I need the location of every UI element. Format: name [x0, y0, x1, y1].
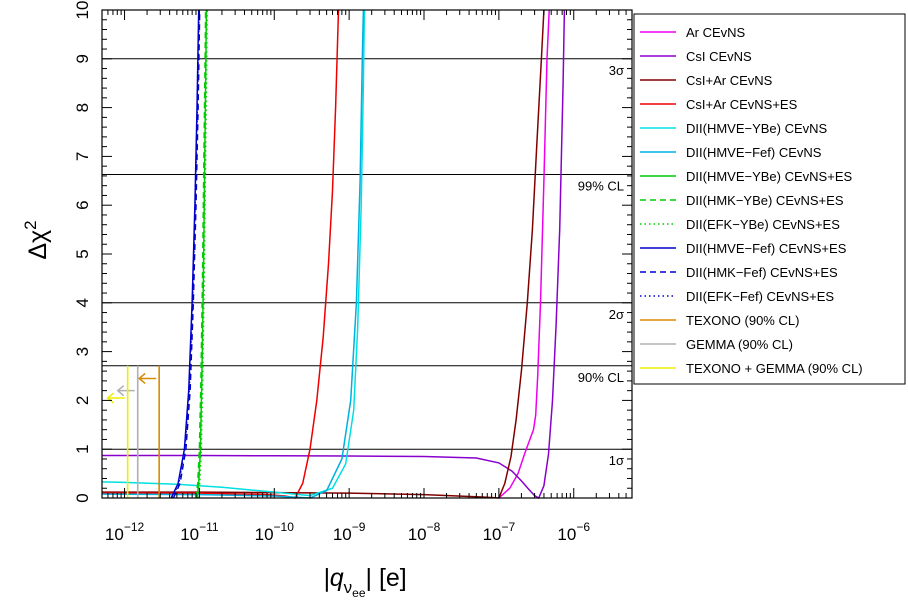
legend-label-13: GEMMA (90% CL) — [686, 337, 793, 352]
series-line-1 — [102, 9, 566, 500]
y-tick-label-10: 10 — [73, 1, 92, 20]
series-line-8 — [197, 9, 208, 499]
y-tick-label-7: 7 — [73, 152, 92, 161]
x-tick-label-4: 10−8 — [408, 520, 441, 544]
x-axis-label-subsub: ee — [352, 586, 366, 600]
limit-arrow-13 — [116, 385, 135, 397]
reference-label-4: 3σ — [609, 63, 624, 78]
y-tick-label-8: 8 — [73, 103, 92, 112]
y-tick-label-1: 1 — [73, 444, 92, 453]
x-tick-label-3: 10−9 — [333, 520, 366, 544]
reference-label-0: 1σ — [609, 453, 624, 468]
y-tick-label-4: 4 — [73, 298, 92, 307]
legend-label-10: DII(HMK−Fef) CEvNS+ES — [686, 265, 838, 280]
y-tick-label-0: 0 — [73, 493, 92, 502]
series-line-11 — [171, 9, 200, 499]
legend-label-1: CsI CEvNS — [686, 49, 752, 64]
x-tick-label-6: 10−6 — [557, 520, 590, 544]
x-axis-label-sub: ν — [344, 578, 353, 597]
y-tick-label-9: 9 — [73, 54, 92, 63]
legend-label-9: DII(HMVE−Fef) CEvNS+ES — [686, 241, 847, 256]
y-tick-label-2: 2 — [73, 396, 92, 405]
reference-label-2: 2σ — [609, 307, 624, 322]
y-tick-label-3: 3 — [73, 347, 92, 356]
legend-label-8: DII(EFK−YBe) CEvNS+ES — [686, 217, 840, 232]
y-tick-label-6: 6 — [73, 200, 92, 209]
series-line-6 — [196, 9, 208, 499]
series-line-10 — [172, 9, 201, 499]
legend-label-14: TEXONO + GEMMA (90% CL) — [686, 361, 863, 376]
series-layer — [101, 9, 566, 500]
reference-label-1: 90% CL — [578, 370, 624, 385]
legend-label-7: DII(HMK−YBe) CEvNS+ES — [686, 193, 844, 208]
series-line-2 — [102, 9, 545, 499]
axis-ticks — [101, 9, 633, 499]
legend-box — [633, 13, 906, 385]
reference-label-3: 99% CL — [578, 178, 624, 193]
reference-labels: 1σ 90% CL 2σ 99% CL 3σ — [578, 63, 624, 468]
y-tick-label-5: 5 — [73, 249, 92, 258]
y-axis-label-main: Δχ — [24, 230, 52, 260]
y-tick-labels: 0 1 2 3 4 5 6 7 8 9 10 — [73, 1, 92, 503]
x-axis-label: |qνee| [e] — [323, 564, 407, 600]
y-axis-label: Δχ2 — [21, 220, 52, 259]
x-tick-label-1: 10−11 — [180, 520, 219, 544]
legend-label-3: CsI+Ar CEvNS+ES — [686, 97, 798, 112]
legend-label-5: DII(HMVE−Fef) CEvNS — [686, 145, 822, 160]
series-line-9 — [170, 9, 200, 499]
series-line-7 — [195, 9, 207, 499]
x-tick-labels: 10−12 10−11 10−10 10−9 10−8 10−7 10−6 — [105, 520, 590, 544]
legend-label-0: Ar CEvNS — [686, 25, 746, 40]
series-line-4 — [101, 9, 366, 497]
plot-frame — [101, 9, 633, 499]
x-tick-label-0: 10−12 — [105, 520, 145, 544]
legend-label-4: DII(HMVE−YBe) CEvNS — [686, 121, 828, 136]
x-tick-label-5: 10−7 — [483, 520, 516, 544]
legend-label-6: DII(HMVE−YBe) CEvNS+ES — [686, 169, 852, 184]
x-axis-label-main: |q — [323, 564, 343, 592]
x-tick-label-2: 10−10 — [255, 520, 295, 544]
legend-label-2: CsI+Ar CEvNS — [686, 73, 773, 88]
x-axis-label-unit: [e] — [379, 564, 407, 592]
series-line-5 — [101, 9, 365, 499]
legend: Ar CEvNS CsI CEvNS CsI+Ar CEvNS CsI+Ar CEvN… — [633, 13, 906, 385]
y-axis-label-sup: 2 — [21, 220, 40, 229]
limit-arrow-14 — [106, 392, 125, 404]
limit-arrow-12 — [137, 372, 157, 385]
legend-label-12: TEXONO (90% CL) — [686, 313, 799, 328]
series-line-0 — [498, 9, 550, 499]
legend-label-11: DII(EFK−Fef) CEvNS+ES — [686, 289, 834, 304]
